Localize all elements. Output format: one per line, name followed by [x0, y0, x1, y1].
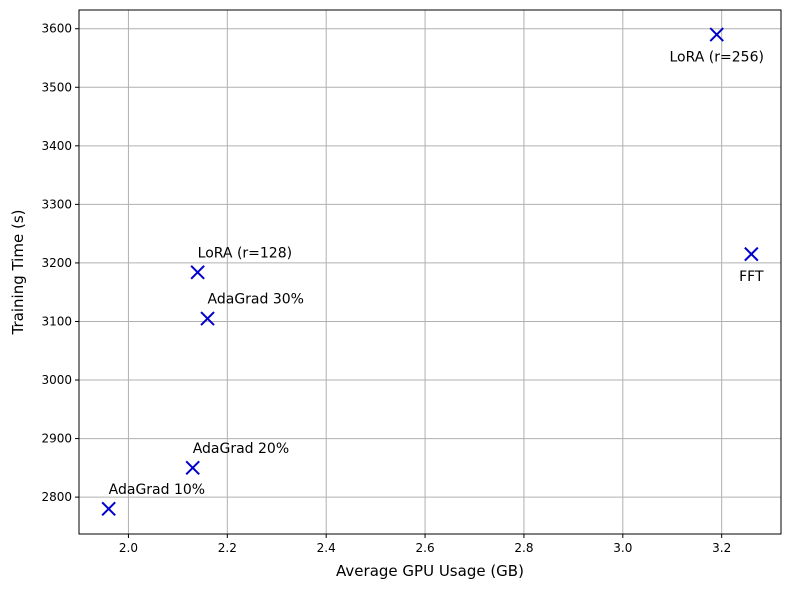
- data-point-label: AdaGrad 20%: [193, 441, 289, 457]
- y-tick-label: 3500: [41, 80, 72, 94]
- x-tick-label: 3.2: [712, 541, 731, 555]
- y-axis-ticks: 2800 2900 3000 3100 3200 3300 3400 3500 3600: [41, 22, 79, 504]
- x-tick-label: 2.8: [514, 541, 533, 555]
- x-tick-label: 2.2: [218, 541, 237, 555]
- y-tick-label: 3600: [41, 22, 72, 36]
- data-point-marker: [200, 311, 215, 326]
- data-point-label: FFT: [739, 269, 764, 285]
- x-axis-label: Average GPU Usage (GB): [336, 562, 524, 580]
- x-tick-label: 2.6: [416, 541, 435, 555]
- data-point-labels: LoRA (r=256) FFT LoRA (r=128) AdaGrad 30% Ad…: [109, 50, 764, 498]
- x-axis-ticks: 2.0 2.2 2.4 2.6 2.8 3.0 3.2: [119, 534, 731, 555]
- y-tick-label: 3400: [41, 139, 72, 153]
- data-point-marker: [101, 501, 116, 517]
- x-tick-label: 2.0: [119, 541, 138, 555]
- data-point-marker: [190, 265, 205, 280]
- y-tick-label: 2800: [41, 490, 72, 504]
- x-tick-label: 2.4: [317, 541, 336, 555]
- data-points: [101, 27, 759, 517]
- grid-lines: [79, 10, 781, 534]
- y-tick-label: 3300: [41, 197, 72, 211]
- data-point-label: LoRA (r=256): [670, 50, 764, 66]
- data-point-label: AdaGrad 10%: [109, 482, 205, 498]
- y-tick-label: 3200: [41, 256, 72, 270]
- data-point-label: AdaGrad 30%: [208, 292, 304, 308]
- x-tick-label: 3.0: [613, 541, 632, 555]
- y-axis-label: Training Time (s): [9, 210, 27, 336]
- data-point-marker: [709, 27, 724, 42]
- data-point-marker: [185, 460, 200, 476]
- data-point-label: LoRA (r=128): [198, 245, 292, 261]
- y-tick-label: 3100: [41, 314, 72, 328]
- y-tick-label: 2900: [41, 432, 72, 446]
- data-point-marker: [744, 246, 759, 262]
- plot-frame: [78, 9, 782, 535]
- y-tick-label: 3000: [41, 373, 72, 387]
